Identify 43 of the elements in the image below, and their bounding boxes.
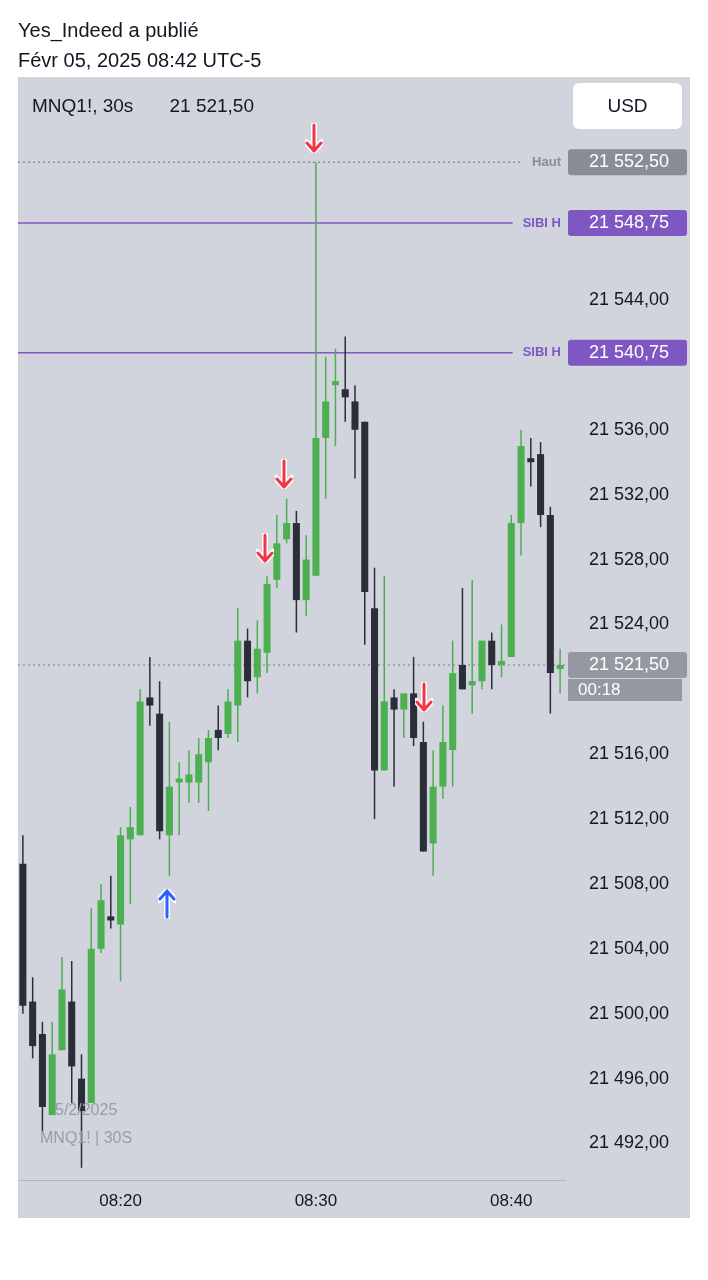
y-tick-label: 21 552,50	[589, 151, 670, 172]
candlestick	[556, 648, 564, 695]
y-tick-label: 21 512,00	[589, 808, 670, 829]
ref-line-label: SIBI H	[522, 214, 561, 230]
y-tick-label: 21 536,00	[589, 418, 670, 439]
y-tick-label: 21 516,00	[589, 743, 670, 764]
x-tick-label: 08:20	[99, 1190, 142, 1210]
candlestick	[331, 347, 339, 447]
y-tick-label: 21 492,00	[589, 1132, 670, 1153]
y-tick-label: 21 524,00	[589, 613, 670, 634]
candlestick	[146, 656, 154, 727]
candlestick	[214, 704, 222, 751]
text: Yes_Indeed a publié	[18, 19, 199, 42]
y-tick-label: 21 532,00	[589, 483, 670, 504]
y-tick-label: 21 521,50	[589, 653, 670, 674]
y-tick-label: 21 496,00	[589, 1067, 670, 1088]
candlestick	[390, 688, 398, 788]
candlestick	[175, 761, 183, 837]
text: USD	[573, 83, 682, 129]
y-tick-label: 21 528,00	[589, 548, 670, 569]
candlestick	[497, 623, 506, 678]
chart-subtitle: Févr 05, 2025 08:42 UTC-5	[18, 49, 262, 72]
text: MNQ1!, 30s	[32, 95, 134, 117]
ref-line-label: Haut	[532, 153, 562, 169]
y-tick-label: 21 540,75	[589, 341, 670, 362]
candlestick	[185, 749, 193, 804]
text: 00:18	[568, 679, 682, 701]
y-tick-label: 21 500,00	[589, 1002, 670, 1023]
candlestick	[468, 579, 476, 715]
candlestick	[107, 875, 115, 930]
candlestick	[341, 335, 349, 423]
ref-line-label: SIBI H	[522, 344, 561, 360]
y-tick-label: 21 508,00	[589, 872, 670, 893]
annotation: 21 521,50	[168, 95, 254, 117]
candlestick	[527, 437, 535, 488]
candlestick	[126, 806, 134, 905]
x-tick-label: 08:30	[294, 1190, 338, 1210]
candlestick	[400, 692, 408, 739]
y-tick-label: 21 544,00	[589, 289, 670, 309]
y-tick-label: 21 548,75	[589, 211, 670, 232]
y-tick-label: 21 504,00	[589, 937, 670, 958]
x-tick-label: 08:40	[490, 1190, 533, 1210]
candlestick	[283, 497, 291, 545]
